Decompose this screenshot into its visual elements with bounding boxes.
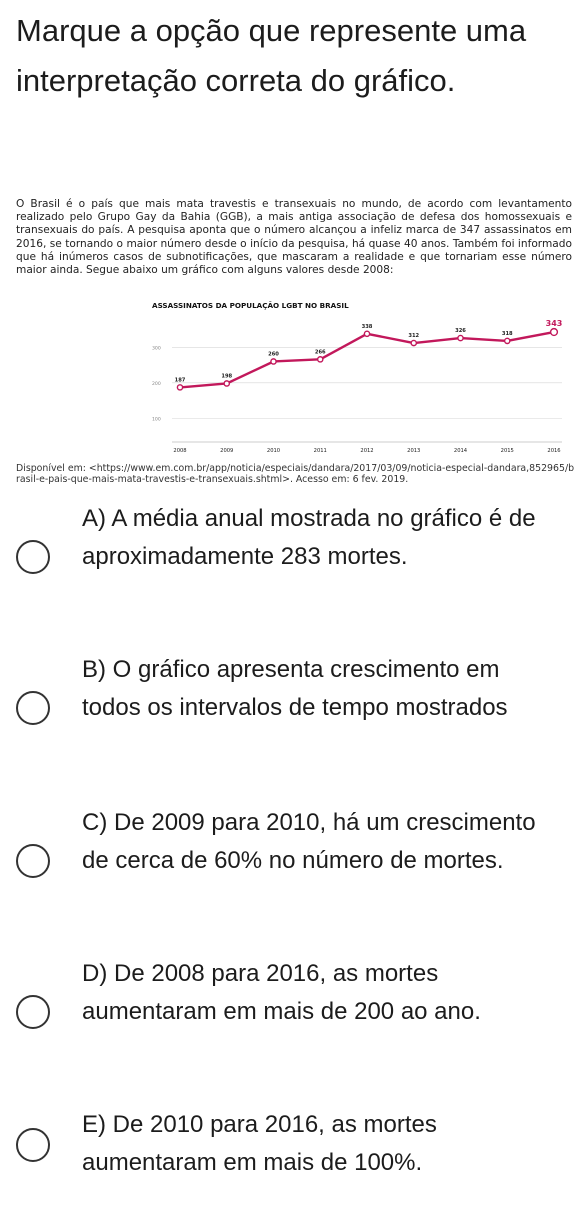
passage-text: O Brasil é o país que mais mata travesti… — [16, 198, 572, 277]
option-e-radio[interactable] — [16, 1128, 50, 1162]
data-label: 266 — [315, 349, 326, 355]
data-point — [316, 356, 324, 363]
data-point — [410, 339, 418, 347]
y-tick-label: 300 — [152, 345, 161, 351]
data-label: 338 — [362, 324, 373, 330]
x-tick-label: 2012 — [360, 448, 373, 454]
option-b-radio[interactable] — [16, 691, 50, 725]
option-b-label: B) O gráfico apresenta crescimento em to… — [82, 656, 508, 721]
x-tick-label: 2011 — [314, 448, 327, 454]
option-e-label: E) De 2010 para 2016, as mortes aumentar… — [82, 1111, 437, 1176]
data-label: 198 — [221, 373, 232, 379]
source-citation: Disponível em: <https://www.em.com.br/ap… — [16, 463, 575, 485]
data-point — [223, 380, 231, 387]
data-label: 318 — [502, 331, 513, 337]
data-label: 260 — [268, 351, 279, 357]
line-chart: ASSASSINATOS DA POPULAÇÃO LGBT NO BRASIL… — [152, 301, 563, 454]
option-a-radio[interactable] — [16, 540, 50, 574]
data-point — [549, 327, 559, 337]
x-tick-label: 2010 — [267, 448, 280, 454]
question-text: Marque a opção que represente uma interp… — [16, 13, 527, 98]
x-tick-label: 2013 — [407, 448, 420, 454]
data-point — [363, 330, 371, 338]
data-label: 326 — [455, 328, 466, 334]
y-tick-label: 100 — [152, 416, 161, 422]
x-tick-label: 2016 — [547, 448, 560, 454]
chart-title: ASSASSINATOS DA POPULAÇÃO LGBT NO BRASIL — [152, 301, 349, 310]
data-label: 343 — [546, 319, 563, 328]
data-point — [176, 384, 184, 391]
data-label: 312 — [408, 333, 419, 339]
x-tick-label: 2009 — [220, 448, 233, 454]
x-tick-label: 2014 — [454, 448, 468, 454]
option-c-radio[interactable] — [16, 844, 50, 878]
data-point — [503, 337, 511, 345]
series-line — [179, 330, 555, 389]
data-point — [270, 358, 277, 365]
chart-container: ASSASSINATOS DA POPULAÇÃO LGBT NO BRASIL… — [150, 298, 570, 458]
option-c-label: C) De 2009 para 2010, há um crescimento … — [82, 809, 536, 874]
x-tick-label: 2015 — [501, 448, 514, 454]
option-d-label: D) De 2008 para 2016, as mortes aumentar… — [82, 960, 481, 1025]
y-tick-label: 200 — [152, 381, 161, 387]
data-label: 187 — [175, 377, 186, 383]
x-tick-label: 2008 — [173, 448, 186, 454]
option-d-radio[interactable] — [16, 995, 50, 1029]
data-point — [457, 334, 464, 342]
option-a-label: A) A média anual mostrada no gráfico é d… — [82, 505, 536, 570]
